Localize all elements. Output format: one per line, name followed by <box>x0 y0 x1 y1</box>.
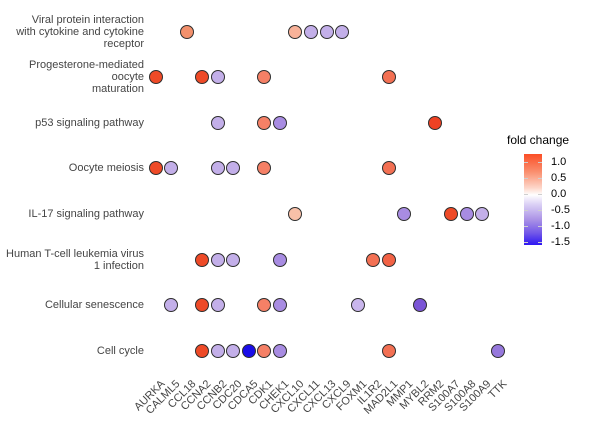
data-point-ccnb2 <box>210 70 225 85</box>
data-point-ccnb2 <box>210 161 225 176</box>
data-point-mad2l1 <box>381 343 396 358</box>
data-point-calml5 <box>164 298 179 313</box>
data-point-cxcl9 <box>335 24 350 39</box>
legend-tick-mark <box>538 210 542 211</box>
data-point-mmp1 <box>397 206 412 221</box>
data-point-chek1 <box>272 298 287 313</box>
y-axis-label: Progesterone-mediated oocyte maturation <box>29 59 144 96</box>
legend-tick-mark <box>524 242 528 243</box>
legend-colorbar <box>524 154 542 245</box>
data-point-mybl2 <box>412 298 427 313</box>
legend-tick-label: -0.5 <box>551 204 570 216</box>
data-point-cdk1 <box>257 161 272 176</box>
legend-tick-mark <box>524 178 528 179</box>
data-point-cxcl10 <box>288 24 303 39</box>
legend-tick-label: 1.0 <box>551 156 567 168</box>
data-point-rrm2 <box>428 115 443 130</box>
data-point-cxcl10 <box>288 206 303 221</box>
y-axis-label: Cell cycle <box>96 344 144 357</box>
data-point-cdca5 <box>241 343 256 358</box>
legend-tick-mark <box>538 226 542 227</box>
legend-tick-mark <box>538 194 542 195</box>
data-point-aurka <box>148 70 163 85</box>
data-point-cdc20 <box>226 343 241 358</box>
legend-tick-mark <box>524 210 528 211</box>
data-point-ccnb2 <box>210 115 225 130</box>
data-point-ccna2 <box>195 298 210 313</box>
data-point-cdc20 <box>226 161 241 176</box>
legend-tick-mark <box>538 162 542 163</box>
y-axis-label: Human T-cell leukemia virus 1 infection <box>6 247 144 272</box>
legend-tick-label: 0.5 <box>551 172 567 184</box>
data-point-cdc20 <box>226 252 241 267</box>
data-point-chek1 <box>272 252 287 267</box>
legend-tick-label: -1.0 <box>551 220 570 232</box>
y-axis-label: Oocyte meiosis <box>68 162 144 175</box>
data-point-chek1 <box>272 343 287 358</box>
data-point-cdk1 <box>257 343 272 358</box>
data-point-ccna2 <box>195 70 210 85</box>
data-point-ccnb2 <box>210 298 225 313</box>
legend-title: fold change <box>507 133 570 147</box>
legend-tick-mark <box>524 162 528 163</box>
legend-tick-mark <box>524 226 528 227</box>
data-point-cdk1 <box>257 115 272 130</box>
legend-tick-mark <box>538 178 542 179</box>
data-point-ccl18 <box>179 24 194 39</box>
legend-tick-mark <box>538 242 542 243</box>
data-point-ccnb2 <box>210 343 225 358</box>
y-axis-label: IL-17 signaling pathway <box>28 207 144 220</box>
legend-tick-mark <box>524 194 528 195</box>
data-point-foxm1 <box>350 298 365 313</box>
data-point-aurka <box>148 161 163 176</box>
data-point-s100a9 <box>475 206 490 221</box>
data-point-calml5 <box>164 161 179 176</box>
data-point-mad2l1 <box>381 161 396 176</box>
data-point-cxcl13 <box>319 24 334 39</box>
y-axis-label: Viral protein interaction with cytokine … <box>16 13 144 50</box>
data-point-cxcl11 <box>304 24 318 39</box>
data-point-mad2l1 <box>381 252 396 267</box>
legend-tick-label: -1.5 <box>551 236 570 248</box>
data-point-ttk <box>490 343 505 358</box>
data-point-il1r2 <box>366 252 381 267</box>
legend-tick-label: 0.0 <box>551 188 567 200</box>
y-axis-label: p53 signaling pathway <box>35 116 144 129</box>
data-point-s100a7 <box>443 206 458 221</box>
data-point-s100a8 <box>459 206 474 221</box>
data-point-mad2l1 <box>381 70 396 85</box>
data-point-ccnb2 <box>210 252 225 267</box>
data-point-chek1 <box>272 115 287 130</box>
data-point-cdk1 <box>257 298 272 313</box>
y-axis-label: Cellular senescence <box>44 299 144 312</box>
data-point-ccna2 <box>195 343 210 358</box>
data-point-cdk1 <box>257 70 272 85</box>
data-point-ccna2 <box>195 252 210 267</box>
